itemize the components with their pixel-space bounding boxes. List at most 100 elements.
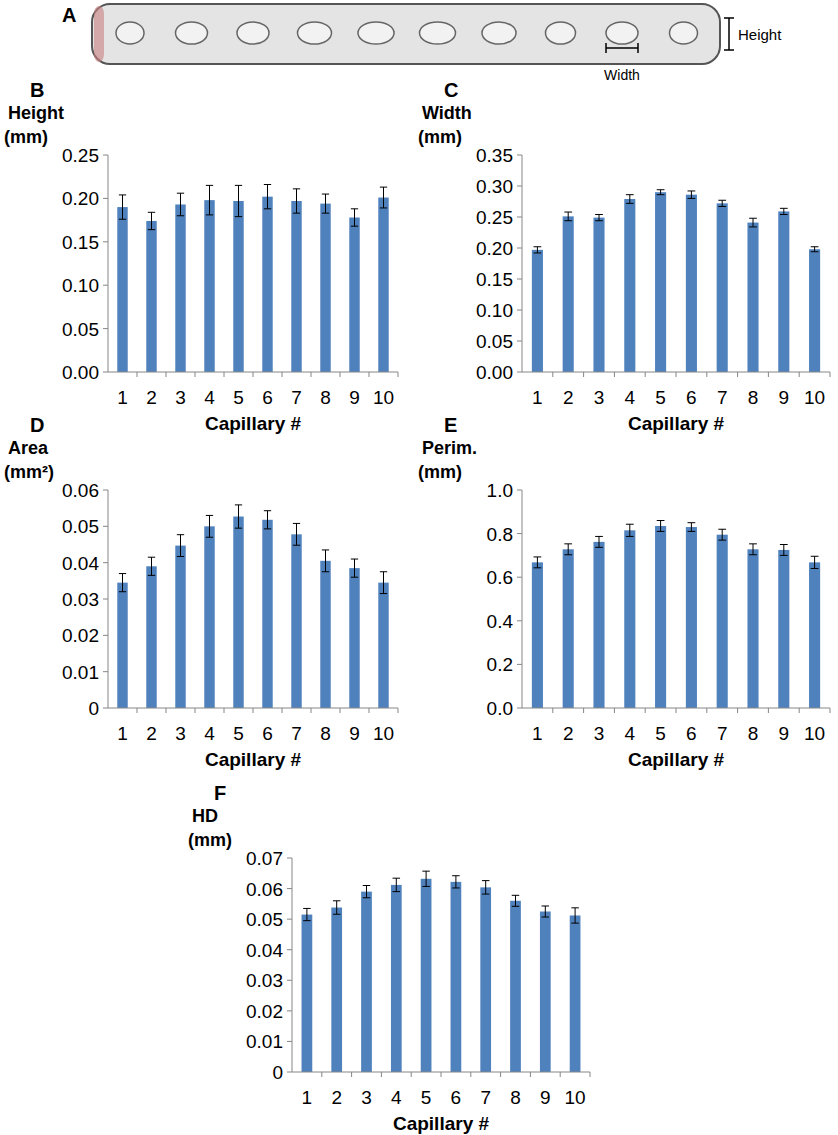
y-axis <box>108 155 109 372</box>
bar <box>262 520 272 708</box>
y-tick <box>103 562 108 563</box>
bar <box>349 568 359 708</box>
error-bar <box>293 189 300 213</box>
capillary-chip <box>92 4 720 64</box>
y-tick <box>517 279 522 280</box>
y-tick <box>287 858 292 859</box>
x-tick-label: 6 <box>451 1087 462 1108</box>
bar <box>655 526 666 708</box>
y-tick <box>287 1041 292 1042</box>
x-tick-label: 4 <box>204 387 215 408</box>
y-axis-title-line: Perim. <box>422 438 477 458</box>
y-tick-label: 0 <box>272 1062 283 1083</box>
error-bar <box>177 193 184 216</box>
bar <box>624 530 635 708</box>
x-tick-label: 1 <box>302 1087 313 1108</box>
error-bar <box>264 511 271 529</box>
x-tick <box>737 372 738 377</box>
bar <box>349 217 359 372</box>
panel-letter: A <box>62 4 76 26</box>
x-tick-label: 2 <box>563 723 574 744</box>
panel-letter: F <box>214 782 226 804</box>
x-tick-label: 10 <box>373 723 394 744</box>
x-tick <box>340 708 341 713</box>
width-label: Width <box>604 67 640 83</box>
y-tick-label: 0.05 <box>246 909 283 930</box>
height-label: Height <box>738 26 782 43</box>
x-tick <box>369 708 370 713</box>
marks <box>302 871 581 1072</box>
panel-letter: D <box>30 414 44 436</box>
y-tick <box>517 533 522 534</box>
x-tick-label: 7 <box>480 1087 491 1108</box>
x-tick-label: 6 <box>262 723 273 744</box>
x-tick <box>224 372 225 377</box>
x-tick-label: 10 <box>804 387 825 408</box>
bar <box>563 216 574 372</box>
y-tick <box>517 620 522 621</box>
y-tick <box>103 671 108 672</box>
y-tick <box>517 577 522 578</box>
bar <box>331 908 342 1072</box>
bar <box>809 249 820 372</box>
y-tick-label: 0.10 <box>476 300 513 321</box>
panel-c: CWidth(mm)0.000.050.100.150.200.250.300.… <box>418 79 830 434</box>
x-tick <box>311 372 312 377</box>
error-bar <box>293 523 300 545</box>
x-tick <box>253 708 254 713</box>
x-tick <box>381 1072 382 1077</box>
y-tick <box>517 248 522 249</box>
capillary-section <box>237 22 269 44</box>
bar <box>510 901 521 1072</box>
y-tick <box>287 888 292 889</box>
y-axis-title-line: (mm) <box>418 127 462 147</box>
bar <box>204 200 214 372</box>
x-tick-label: 4 <box>625 723 636 744</box>
bar <box>624 199 635 372</box>
x-tick <box>583 708 584 713</box>
bar <box>233 517 243 708</box>
y-tick <box>517 217 522 218</box>
bar <box>570 915 581 1072</box>
y-tick-label: 0.8 <box>487 524 513 545</box>
x-tick <box>224 708 225 713</box>
x-tick <box>411 1072 412 1077</box>
error-bar <box>780 208 788 214</box>
x-tick-label: 1 <box>117 387 128 408</box>
x-tick <box>830 708 831 713</box>
chip-edge <box>94 6 104 62</box>
x-tick-label: 3 <box>175 387 186 408</box>
y-tick-label: 0.03 <box>62 589 99 610</box>
x-tick <box>552 708 553 713</box>
y-tick-label: 0.2 <box>487 654 513 675</box>
error-bar <box>534 557 542 568</box>
error-bar <box>657 521 665 532</box>
y-axis-title-line: (mm) <box>188 830 232 850</box>
capillary-section <box>606 22 638 44</box>
y-tick <box>103 635 108 636</box>
bar <box>291 534 301 708</box>
x-tick <box>311 708 312 713</box>
y-tick <box>287 919 292 920</box>
x-tick-label: 6 <box>262 387 273 408</box>
error-bar <box>303 908 311 920</box>
y-tick-label: 0.20 <box>62 188 99 209</box>
y-tick-label: 0.04 <box>246 940 283 961</box>
y-tick-label: 0.25 <box>476 207 513 228</box>
capillary-section <box>546 22 576 44</box>
y-tick-label: 0.0 <box>487 698 513 719</box>
error-bar <box>351 559 358 577</box>
x-tick-label: 9 <box>349 387 360 408</box>
error-bar <box>264 185 271 209</box>
bar <box>778 211 789 372</box>
panel-f: FHD(mm)00.010.020.030.040.050.060.071234… <box>188 782 590 1134</box>
y-axis <box>108 490 109 708</box>
bar <box>175 546 185 708</box>
bar <box>117 583 127 708</box>
bar <box>233 201 243 372</box>
bar <box>320 561 330 708</box>
x-tick-label: 8 <box>510 1087 521 1108</box>
y-tick <box>103 328 108 329</box>
panel-b: BHeight(mm)0.000.050.100.150.200.2512345… <box>4 79 398 434</box>
error-bar <box>534 247 542 253</box>
